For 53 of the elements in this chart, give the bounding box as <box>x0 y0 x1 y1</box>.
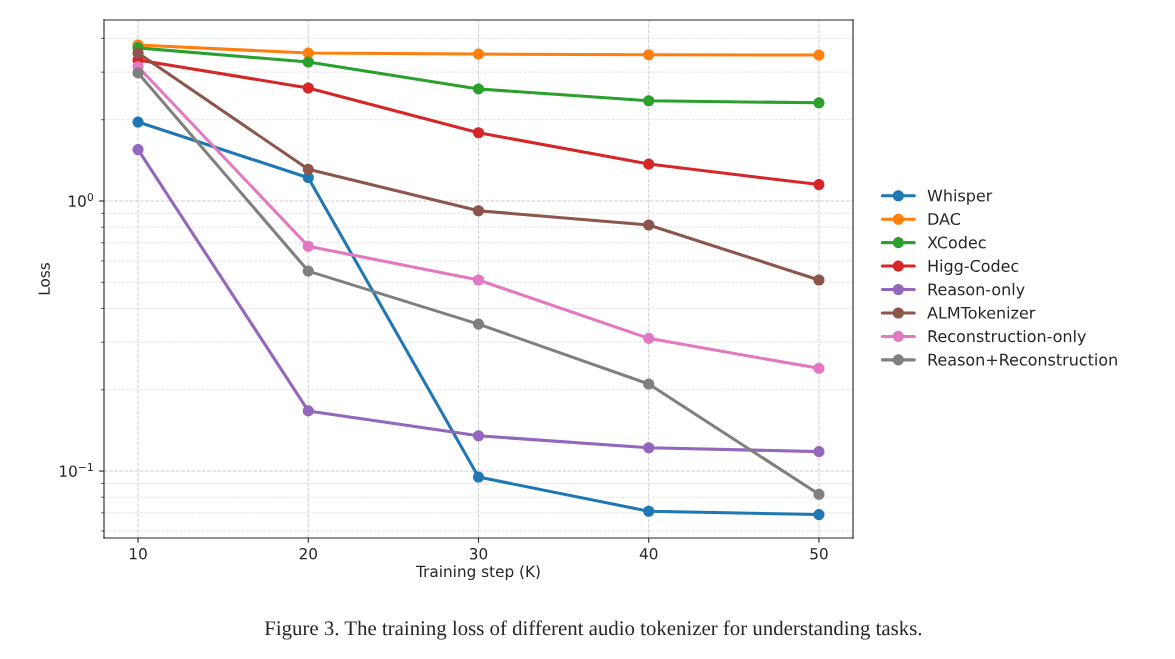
legend-label: Higg-Codec <box>928 259 1019 276</box>
legend-label: Whisper <box>927 189 993 205</box>
x-tick-label: 50 <box>810 547 828 560</box>
point <box>643 158 655 170</box>
point <box>813 488 825 500</box>
point <box>302 163 314 175</box>
x-tick-label: 40 <box>639 547 658 560</box>
caption: Figure 3. The training loss of different audio tokenizer for understanding tasks. <box>264 620 922 640</box>
point <box>302 240 314 252</box>
point <box>813 509 825 521</box>
point <box>813 446 825 458</box>
point <box>643 95 655 107</box>
point <box>643 505 655 517</box>
point <box>472 318 485 330</box>
point <box>813 362 825 374</box>
point <box>472 83 485 95</box>
point <box>132 67 144 79</box>
legend-label: Reconstruction-only <box>928 329 1086 346</box>
point <box>472 274 485 286</box>
y-tick-label: 10$^{−1}$ <box>60 463 93 477</box>
legend-label: Reason-only <box>928 282 1025 299</box>
point <box>302 265 314 277</box>
legend-label: XCodec <box>927 236 986 249</box>
point <box>302 82 314 94</box>
point <box>643 49 655 61</box>
point <box>132 116 144 128</box>
legend-label: DAC <box>928 212 961 226</box>
point <box>813 97 825 109</box>
point <box>813 179 825 191</box>
x-tick-label: 30 <box>469 547 488 560</box>
x-tick-label: 20 <box>299 547 317 560</box>
point <box>813 49 825 61</box>
point <box>302 405 314 417</box>
point <box>302 47 314 59</box>
point <box>643 442 655 454</box>
point <box>132 144 144 156</box>
point <box>472 430 485 442</box>
legend-label: ALMTokenizer <box>927 306 1036 319</box>
y-tick-label: 10$^{0}$ <box>69 192 94 207</box>
point <box>472 48 485 60</box>
point <box>302 56 314 68</box>
point <box>472 471 485 483</box>
point <box>132 47 144 59</box>
point <box>813 274 825 286</box>
x-tick-label: 10 <box>130 547 147 560</box>
x-axis-title: Training step (K) <box>415 565 540 581</box>
legend-label: Reason+Reconstruction <box>928 353 1117 366</box>
point <box>472 127 485 139</box>
y-axis-title: Loss <box>38 262 50 295</box>
point <box>643 219 655 231</box>
point <box>643 332 655 344</box>
point <box>643 378 655 390</box>
point <box>472 205 485 217</box>
